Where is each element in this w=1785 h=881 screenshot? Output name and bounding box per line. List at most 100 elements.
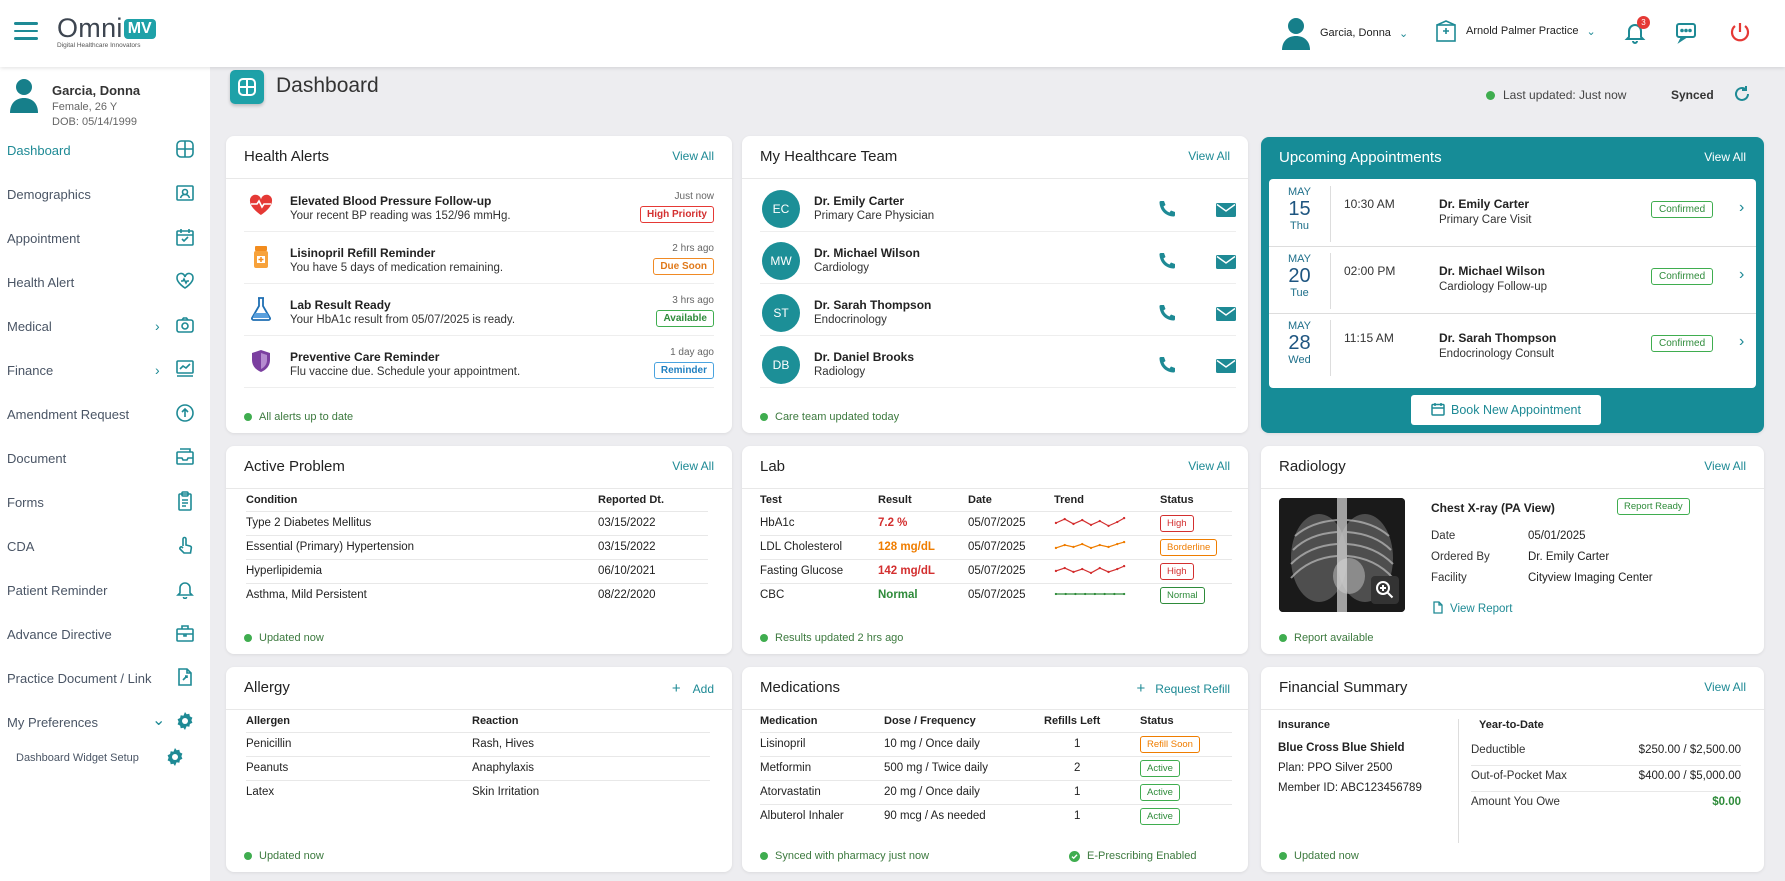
alert-item[interactable]: Elevated Blood Pressure Follow-up Your re… xyxy=(244,180,714,232)
status-badge: Refill Soon xyxy=(1140,735,1200,753)
column-header: Date xyxy=(968,493,992,506)
ytd-label: Year-to-Date xyxy=(1479,719,1544,731)
table-row: Metformin 500 mg / Twice daily 2 Active xyxy=(760,755,1232,780)
medication-dose: 20 mg / Once daily xyxy=(884,779,1044,804)
view-all-link[interactable]: View All xyxy=(1704,150,1746,164)
allergy-table: Allergen Reaction Penicillin Rash, Hives P… xyxy=(246,710,710,804)
view-all-link[interactable]: View All xyxy=(672,149,714,163)
appointment-item[interactable]: MAY 28 Wed 11:15 AM Dr. Sarah Thompson Endocr… xyxy=(1269,315,1756,381)
appointment-date: MAY 15 Thu xyxy=(1269,186,1331,242)
appointment-item[interactable]: MAY 15 Thu 10:30 AM Dr. Emily Carter Primary … xyxy=(1269,181,1756,247)
alert-item[interactable]: Lisinopril Refill Reminder You have 5 day… xyxy=(244,232,714,284)
sidebar-item-my-preferences[interactable]: My Preferences ⌄ xyxy=(0,706,210,738)
refills-left: 1 xyxy=(1044,731,1140,756)
chevron-right-icon[interactable]: › xyxy=(1739,199,1745,216)
appointment-weekday: Wed xyxy=(1288,354,1311,366)
mail-icon[interactable] xyxy=(1215,358,1237,374)
hamburger-menu-icon[interactable] xyxy=(14,22,38,42)
dashboard-icon xyxy=(175,139,197,161)
chevron-right-icon[interactable]: › xyxy=(1739,266,1745,283)
appointment-doctor: Dr. Sarah Thompson xyxy=(1439,331,1557,345)
sidebar-item-amendment-request[interactable]: Amendment Request xyxy=(0,398,210,430)
practice-menu[interactable]: Arnold Palmer Practice ⌄ xyxy=(1434,19,1596,43)
zoom-icon[interactable] xyxy=(1371,576,1399,604)
footer-text: Care team updated today xyxy=(775,411,900,423)
card-title: Upcoming Appointments xyxy=(1279,149,1442,166)
column-header: Status xyxy=(1140,714,1174,727)
sidebar-item-practice-document-link[interactable]: Practice Document / Link xyxy=(0,662,210,694)
mail-icon[interactable] xyxy=(1215,202,1237,218)
logo-tagline: Digital Healthcare Innovators xyxy=(57,42,141,49)
view-report-link[interactable]: View Report xyxy=(1432,601,1512,615)
lab-date: 05/07/2025 xyxy=(968,534,1054,559)
chevron-right-icon[interactable]: › xyxy=(1739,333,1745,350)
table-cell: 08/22/2020 xyxy=(598,582,708,607)
card-footer: Report available xyxy=(1279,632,1374,644)
chevron-right-icon[interactable]: › xyxy=(155,362,160,378)
finance-label: Out-of-Pocket Max xyxy=(1471,770,1567,782)
mail-icon[interactable] xyxy=(1215,306,1237,322)
trend-sparkline xyxy=(1054,510,1160,535)
phone-icon[interactable] xyxy=(1157,355,1177,375)
phone-icon[interactable] xyxy=(1157,199,1177,219)
status-dot xyxy=(1486,90,1495,100)
study-name: Chest X-ray (PA View) xyxy=(1431,501,1555,515)
alert-item[interactable]: Preventive Care Reminder Flu vaccine due.… xyxy=(244,336,714,388)
messages-button[interactable] xyxy=(1674,20,1700,46)
view-all-link[interactable]: View All xyxy=(1188,149,1230,163)
notifications-button[interactable]: 3 xyxy=(1623,16,1650,46)
xray-thumbnail[interactable] xyxy=(1279,498,1405,612)
table-row: Hyperlipidemia 06/10/2021 xyxy=(246,558,708,583)
mail-icon[interactable] xyxy=(1215,254,1237,270)
logout-button[interactable] xyxy=(1728,20,1754,46)
view-all-link[interactable]: View All xyxy=(1704,680,1746,694)
team-member: MW Dr. Michael Wilson Cardiology xyxy=(760,232,1236,284)
phone-icon[interactable] xyxy=(1157,303,1177,323)
appointment-month: MAY xyxy=(1287,253,1312,265)
gear-icon xyxy=(165,747,187,769)
phone-icon[interactable] xyxy=(1157,251,1177,271)
sidebar-item-forms[interactable]: Forms xyxy=(0,486,210,518)
chevron-down-icon[interactable]: ⌄ xyxy=(152,712,166,729)
last-updated: Last updated: Just now xyxy=(1486,88,1626,102)
sidebar-item-medical[interactable]: Medical › xyxy=(0,310,210,342)
refresh-icon[interactable] xyxy=(1733,85,1751,103)
sidebar-item-health-alert[interactable]: Health Alert xyxy=(0,266,210,298)
alert-title: Preventive Care Reminder xyxy=(290,350,440,364)
patient-avatar-icon xyxy=(10,79,38,113)
flask-icon xyxy=(248,296,274,322)
alert-description: You have 5 days of medication remaining. xyxy=(290,262,504,274)
upload-icon xyxy=(175,403,197,425)
sidebar-item-patient-reminder[interactable]: Patient Reminder xyxy=(0,574,210,606)
shield-icon xyxy=(248,348,274,374)
user-menu[interactable]: Garcia, Donna ⌄ xyxy=(1280,16,1408,50)
inbox-icon xyxy=(175,447,197,469)
lab-status-cell: Borderline xyxy=(1160,534,1232,559)
sidebar-item-label: Patient Reminder xyxy=(7,582,108,598)
alert-time: 3 hrs ago xyxy=(672,295,714,306)
view-all-link[interactable]: View All xyxy=(1704,459,1746,473)
healthcare-team-card: My Healthcare Team View All EC Dr. Emily … xyxy=(742,136,1248,433)
sidebar-item-dashboard-widget-setup[interactable]: Dashboard Widget Setup xyxy=(0,742,210,774)
footer-text: Updated now xyxy=(259,850,324,862)
medication-name: Lisinopril xyxy=(760,731,884,756)
status-badge: High xyxy=(1160,562,1194,580)
request-refill-link[interactable]: + Request Refill xyxy=(1137,680,1230,697)
sidebar-item-advance-directive[interactable]: Advance Directive xyxy=(0,618,210,650)
view-all-link[interactable]: View All xyxy=(1188,459,1230,473)
view-all-link[interactable]: View All xyxy=(672,459,714,473)
sidebar-item-appointment[interactable]: Appointment xyxy=(0,222,210,254)
appointment-item[interactable]: MAY 20 Tue 02:00 PM Dr. Michael Wilson Cardio… xyxy=(1269,248,1756,314)
book-appointment-button[interactable]: Book New Appointment xyxy=(1411,395,1601,425)
footer-text: Synced with pharmacy just now xyxy=(775,850,930,862)
logo[interactable]: Omni MV Digital Healthcare Innovators xyxy=(57,13,156,49)
sidebar-item-dashboard[interactable]: Dashboard xyxy=(0,134,210,166)
alert-item[interactable]: Lab Result Ready Your HbA1c result from 0… xyxy=(244,284,714,336)
sidebar-item-demographics[interactable]: Demographics xyxy=(0,178,210,210)
refills-left: 1 xyxy=(1044,779,1140,804)
sidebar-item-document[interactable]: Document xyxy=(0,442,210,474)
chevron-right-icon[interactable]: › xyxy=(155,318,160,334)
sidebar-item-finance[interactable]: Finance › xyxy=(0,354,210,386)
sidebar-item-cda[interactable]: CDA xyxy=(0,530,210,562)
add-allergy-link[interactable]: + Add xyxy=(672,680,714,697)
